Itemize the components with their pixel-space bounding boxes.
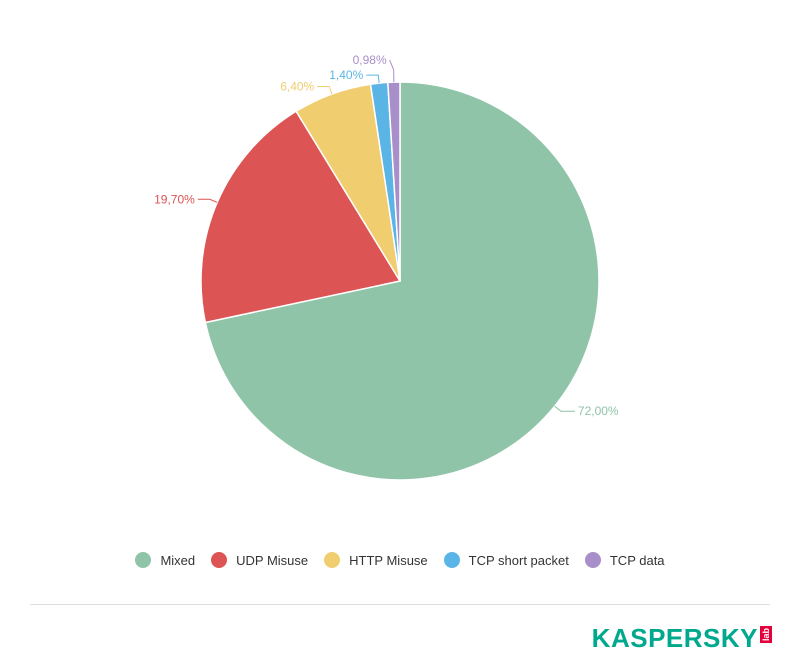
legend-swatch-mixed	[135, 552, 152, 568]
logo-lab-tag: lab	[760, 626, 772, 644]
data-label-tcp-data: 0,98%	[353, 53, 387, 67]
legend-swatch-udp-misuse	[211, 552, 228, 568]
leader-line-mixed	[554, 405, 575, 412]
legend-swatch-tcp-data	[584, 552, 601, 568]
legend-label-http-misuse: HTTP Misuse	[349, 552, 428, 568]
legend-item-http-misuse[interactable]: HTTP Misuse	[324, 552, 428, 568]
leader-line-http-misuse	[317, 85, 333, 95]
legend-item-mixed[interactable]: Mixed	[135, 552, 195, 568]
pie-slice-mixed[interactable]	[204, 81, 600, 481]
legend-label-tcp-short-packet: TCP short packet	[468, 552, 569, 568]
legend-label-mixed: Mixed	[160, 552, 196, 568]
footer-divider	[30, 604, 770, 605]
pie-chart: 72,00% 19,70% 6,40% 1,40%0,98%	[154, 53, 619, 481]
leader-line-udp-misuse	[197, 198, 218, 203]
data-label-udp-misuse: 19,70%	[154, 192, 195, 206]
data-label-tcp-short-packet: 1,40%	[329, 68, 363, 82]
logo-wordmark: KASPERSKY	[591, 623, 758, 653]
data-label-mixed: 72,00%	[578, 404, 619, 418]
legend-item-tcp-data[interactable]: TCP data	[584, 552, 665, 568]
kaspersky-logo: KASPERSKY lab	[592, 624, 772, 652]
leader-line-tcp-data	[389, 59, 395, 83]
legend-item-udp-misuse[interactable]: UDP Misuse	[211, 552, 308, 568]
legend-label-udp-misuse: UDP Misuse	[236, 552, 309, 568]
legend-swatch-tcp-short-packet	[443, 552, 460, 568]
leader-line-tcp-short-packet	[366, 74, 380, 84]
legend-label-tcp-data: TCP data	[609, 552, 665, 568]
data-label-http-misuse: 6,40%	[280, 79, 314, 93]
legend-item-tcp-short-packet[interactable]: TCP short packet	[443, 552, 569, 568]
legend-swatch-http-misuse	[324, 552, 341, 568]
legend: Mixed UDP Misuse HTTP Misuse TCP short p…	[0, 552, 800, 568]
pie-slice-udp-misuse[interactable]	[200, 110, 402, 324]
